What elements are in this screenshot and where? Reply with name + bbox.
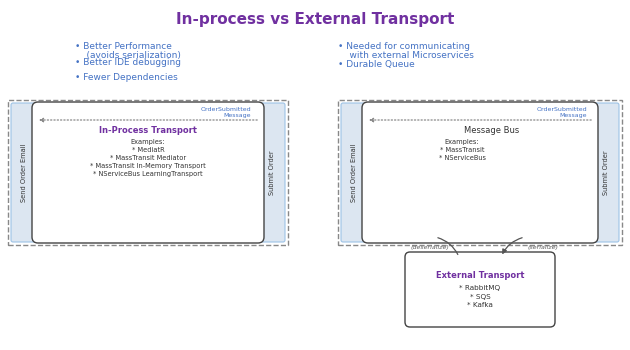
FancyBboxPatch shape	[593, 103, 619, 242]
Text: In-Process Transport: In-Process Transport	[99, 126, 197, 135]
FancyBboxPatch shape	[362, 102, 598, 243]
Text: Message Bus: Message Bus	[464, 126, 519, 135]
Text: OrderSubmitted
Message: OrderSubmitted Message	[536, 107, 587, 118]
Text: * RabbitMQ
* SQS
* Kafka: * RabbitMQ * SQS * Kafka	[459, 285, 501, 308]
Text: Submit Order: Submit Order	[603, 150, 609, 195]
Text: Examples:
* MassTransit
* NServiceBus: Examples: * MassTransit * NServiceBus	[438, 139, 486, 161]
Text: (avoids serialization): (avoids serialization)	[75, 51, 181, 60]
Text: (deserialize): (deserialize)	[411, 245, 450, 250]
Text: Examples:
* MediatR
* MassTransit Mediator
* MassTransit In-Memory Transport
* N: Examples: * MediatR * MassTransit Mediat…	[90, 139, 206, 177]
Text: Submit Order: Submit Order	[269, 150, 275, 195]
FancyBboxPatch shape	[405, 252, 555, 327]
Text: • Better IDE debugging: • Better IDE debugging	[75, 58, 181, 67]
Text: Send Order Email: Send Order Email	[351, 143, 357, 202]
Text: with external Microservices: with external Microservices	[338, 51, 474, 60]
Text: In-process vs External Transport: In-process vs External Transport	[176, 12, 454, 27]
Text: • Durable Queue: • Durable Queue	[338, 60, 415, 69]
FancyBboxPatch shape	[259, 103, 285, 242]
FancyBboxPatch shape	[338, 100, 622, 245]
Text: External Transport: External Transport	[436, 271, 524, 280]
Text: • Fewer Dependencies: • Fewer Dependencies	[75, 73, 178, 82]
Text: OrderSubmitted
Message: OrderSubmitted Message	[200, 107, 251, 118]
FancyBboxPatch shape	[11, 103, 37, 242]
Text: • Needed for communicating: • Needed for communicating	[338, 42, 470, 51]
FancyBboxPatch shape	[32, 102, 264, 243]
Text: Send Order Email: Send Order Email	[21, 143, 27, 202]
FancyBboxPatch shape	[341, 103, 367, 242]
FancyBboxPatch shape	[8, 100, 288, 245]
Text: • Better Performance: • Better Performance	[75, 42, 172, 51]
Text: (serialize): (serialize)	[527, 245, 558, 250]
